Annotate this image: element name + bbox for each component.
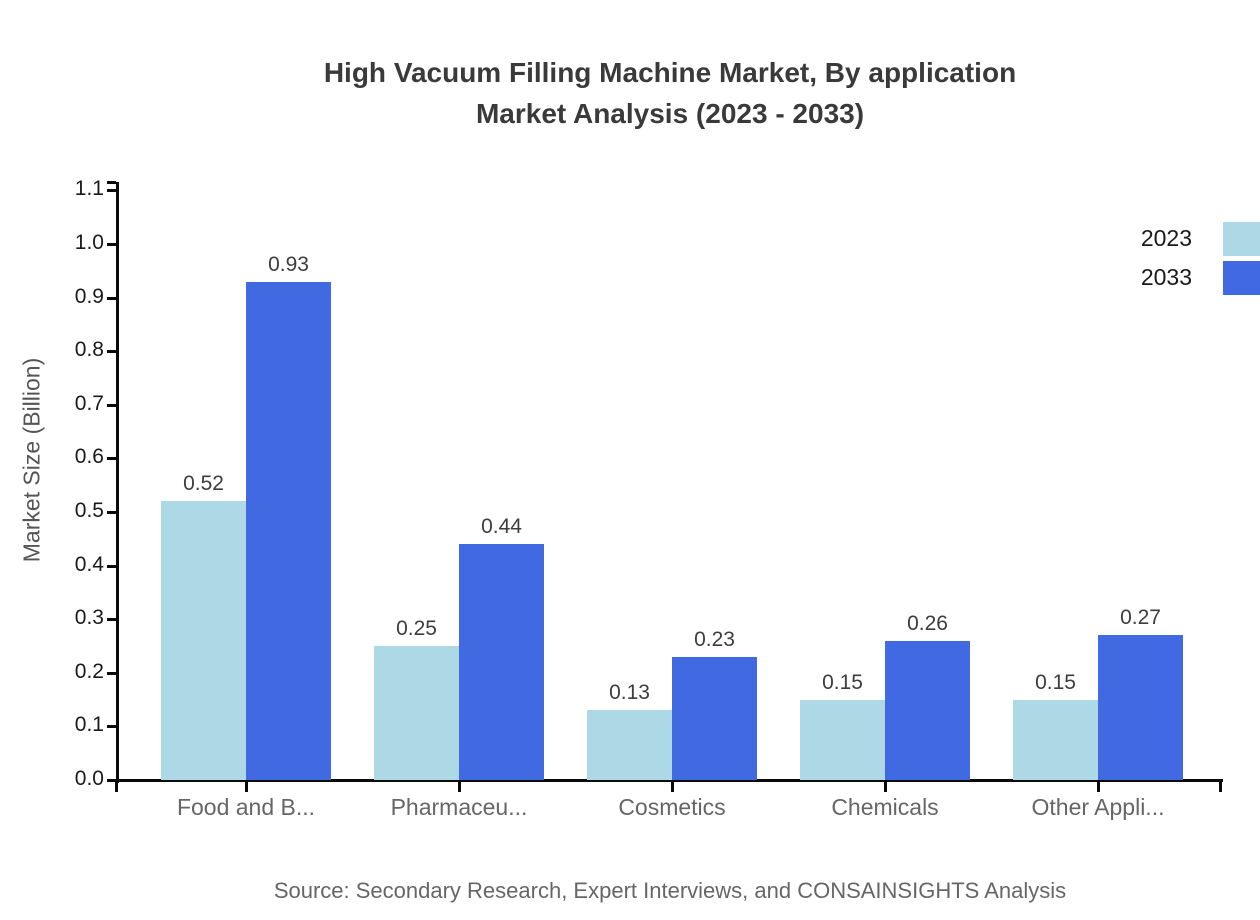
x-tick — [884, 782, 887, 792]
x-axis-line — [116, 779, 1223, 782]
bar-value-label: 0.52 — [183, 472, 224, 496]
y-tick — [107, 403, 116, 407]
bar-value-label: 0.25 — [396, 617, 437, 640]
bar-value-label: 0.44 — [481, 515, 522, 539]
chart-title-line2: Market Analysis (2023 - 2033) — [475, 98, 865, 129]
y-tick-label: 0.7 — [74, 391, 104, 415]
y-tick — [107, 618, 116, 622]
y-tick-label: 0.4 — [74, 552, 104, 576]
chart-title: High Vacuum Filling Machine Market, By a… — [118, 52, 1222, 134]
y-axis-end-tick — [107, 181, 116, 184]
bar-value-label: 0.13 — [609, 681, 650, 705]
x-tick — [1219, 782, 1222, 792]
source-note: Source: Secondary Research, Expert Inter… — [273, 878, 1067, 903]
legend-item: 2033 — [1130, 258, 1260, 297]
legend-swatch — [1223, 260, 1260, 295]
y-tick — [107, 296, 116, 300]
legend-label: 2023 — [1140, 225, 1192, 251]
bar-value-label: 0.23 — [694, 627, 735, 651]
y-tick-label: 0.9 — [74, 284, 104, 308]
y-tick-label: 0.0 — [74, 767, 104, 790]
y-tick-label: 0.1 — [74, 713, 104, 737]
category-label: Chemicals — [831, 794, 939, 820]
category-label: Pharmaceu... — [390, 794, 528, 820]
y-tick — [107, 457, 116, 461]
bar-value-label: 0.15 — [1035, 670, 1076, 694]
y-tick — [107, 511, 116, 514]
bar-value-label: 0.26 — [907, 611, 948, 635]
bar-2033-2 — [672, 656, 757, 780]
category-label: Cosmetics — [618, 794, 726, 820]
bar-2023-3 — [800, 699, 885, 780]
chart-title-line1: High Vacuum Filling Machine Market, By a… — [323, 57, 1017, 88]
x-tick — [115, 782, 118, 792]
category-label: Food and B... — [176, 794, 316, 820]
x-tick — [671, 782, 674, 792]
bar-value-label: 0.15 — [822, 670, 863, 694]
y-tick-label: 1.0 — [74, 231, 104, 254]
bar-2023-2 — [587, 710, 672, 780]
bar-2033-1 — [459, 544, 544, 780]
bar-2023-0 — [161, 501, 246, 780]
y-tick — [107, 779, 116, 782]
bar-value-label: 0.93 — [268, 252, 309, 276]
y-tick — [107, 671, 116, 675]
y-tick — [107, 725, 116, 729]
bar-2033-4 — [1098, 635, 1183, 780]
category-label: Other Appli... — [1031, 794, 1165, 820]
y-tick-label: 0.2 — [74, 659, 104, 683]
bar-2033-0 — [246, 281, 331, 780]
y-tick-label: 0.5 — [74, 499, 104, 522]
legend-swatch — [1223, 221, 1260, 256]
legend: 2023 2033 — [1130, 219, 1260, 297]
y-tick-label: 0.8 — [74, 338, 104, 362]
legend-label: 2033 — [1140, 264, 1192, 290]
bar-value-label: 0.27 — [1120, 606, 1161, 630]
bar-2023-4 — [1013, 699, 1098, 780]
y-axis-line — [116, 182, 119, 783]
bar-2033-3 — [885, 640, 970, 780]
legend-item: 2023 — [1130, 219, 1260, 258]
y-tick — [107, 243, 116, 246]
bar-2023-1 — [374, 646, 459, 780]
x-tick — [1097, 782, 1100, 792]
y-tick-label: 0.3 — [74, 606, 104, 630]
y-tick-label: 0.6 — [74, 445, 104, 469]
y-tick — [107, 189, 116, 193]
x-tick — [458, 782, 461, 792]
y-tick — [107, 564, 116, 568]
y-tick — [107, 350, 116, 354]
x-tick — [245, 782, 248, 792]
y-tick-label: 1.1 — [74, 177, 104, 201]
